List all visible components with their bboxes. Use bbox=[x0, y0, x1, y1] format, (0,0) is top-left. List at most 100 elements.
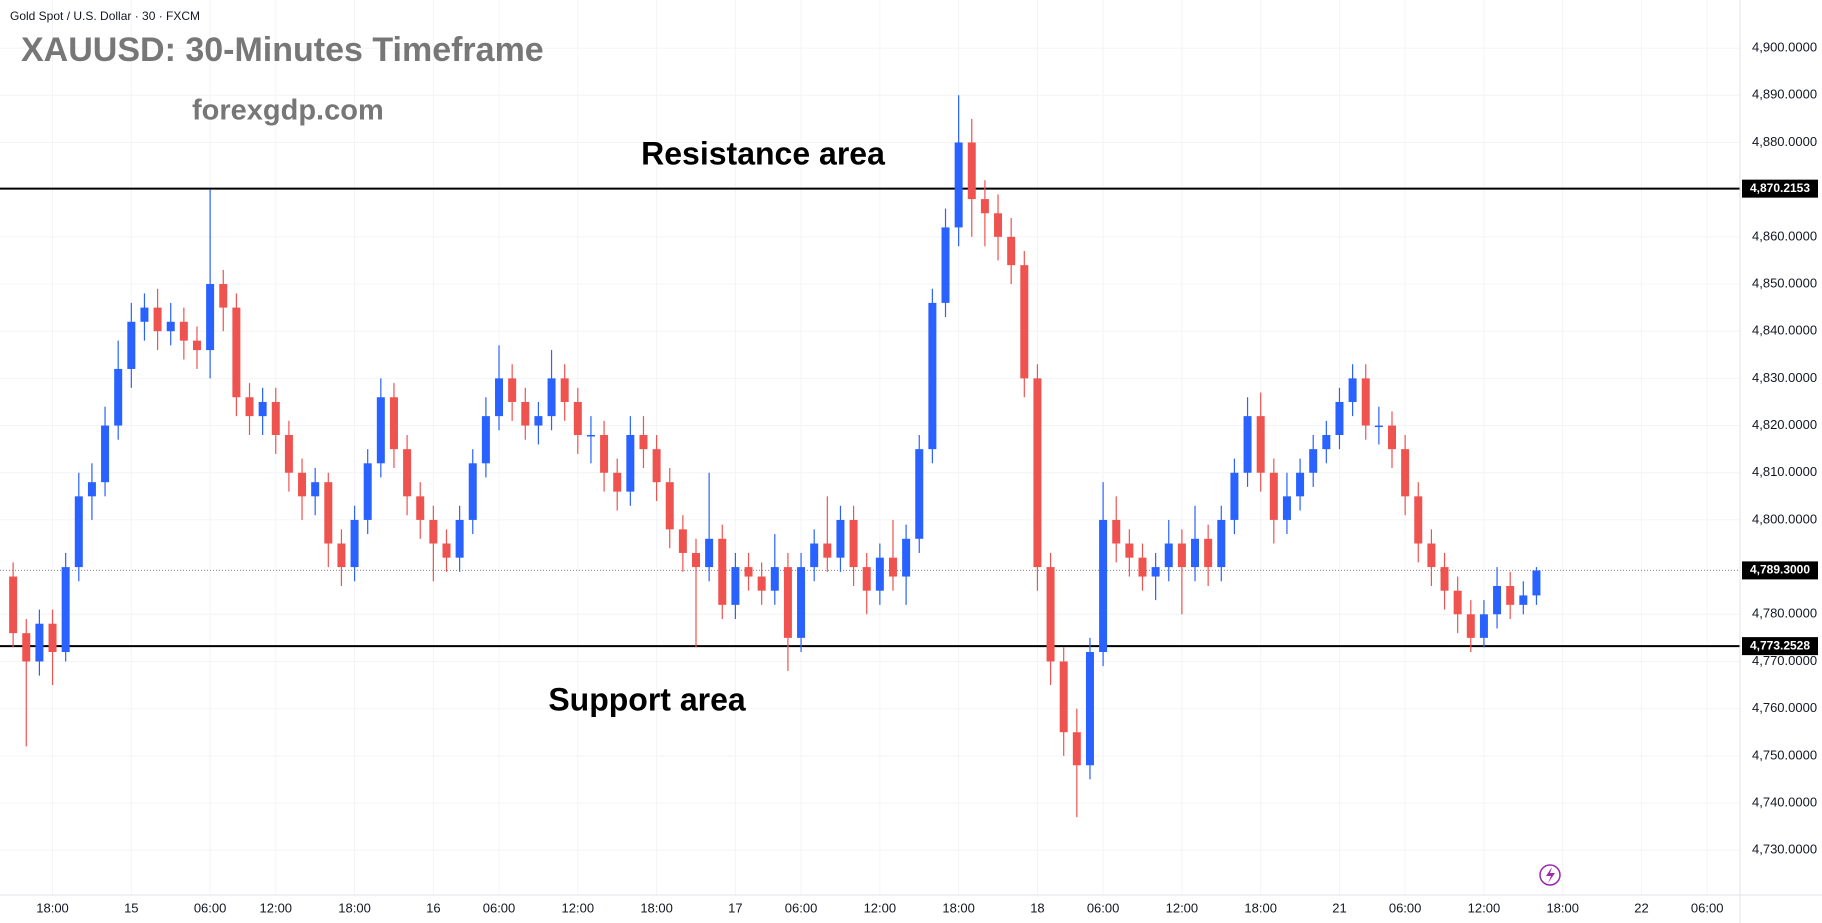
candle-body bbox=[245, 397, 254, 417]
candle bbox=[74, 472, 83, 582]
candle bbox=[1453, 576, 1462, 634]
candle bbox=[1466, 600, 1475, 653]
x-tick-label: 06:00 bbox=[194, 900, 227, 915]
candle-body bbox=[941, 227, 950, 303]
candle-body bbox=[875, 557, 884, 591]
candle bbox=[48, 609, 57, 686]
candle-body bbox=[429, 519, 438, 544]
candle bbox=[232, 293, 241, 417]
candle-body bbox=[823, 543, 832, 558]
candle bbox=[311, 468, 320, 516]
candle bbox=[101, 406, 110, 497]
candle bbox=[678, 515, 687, 572]
candle-body bbox=[232, 307, 241, 398]
lightning-icon[interactable] bbox=[1539, 864, 1561, 886]
candle bbox=[35, 609, 44, 676]
candle-body bbox=[967, 142, 976, 200]
candle bbox=[1440, 552, 1449, 610]
candle-body bbox=[468, 463, 477, 520]
candle-body bbox=[928, 302, 937, 450]
candle-body bbox=[849, 519, 858, 568]
candle bbox=[1112, 496, 1121, 563]
candle bbox=[258, 387, 267, 435]
candle-body bbox=[337, 543, 346, 568]
candle bbox=[284, 420, 293, 492]
candle bbox=[140, 293, 149, 341]
candle bbox=[1243, 397, 1252, 487]
candle bbox=[639, 416, 648, 469]
candle bbox=[1335, 387, 1344, 450]
x-tick-label: 18:00 bbox=[1244, 900, 1277, 915]
x-tick-label: 06:00 bbox=[1389, 900, 1422, 915]
candle-body bbox=[954, 142, 963, 228]
candle bbox=[1151, 552, 1160, 601]
candle bbox=[1361, 364, 1370, 440]
candle bbox=[573, 387, 582, 454]
candle-body bbox=[179, 321, 188, 341]
candle-body bbox=[1177, 543, 1186, 568]
icon-bolt bbox=[1546, 867, 1555, 883]
candle bbox=[403, 434, 412, 516]
candle-body bbox=[1204, 538, 1213, 568]
candle-body bbox=[455, 519, 464, 558]
candle bbox=[114, 340, 123, 440]
candle-body bbox=[127, 321, 136, 369]
candle-body bbox=[613, 472, 622, 492]
y-tick-label: 4,850.0000 bbox=[1752, 275, 1817, 290]
y-tick-label: 4,760.0000 bbox=[1752, 700, 1817, 715]
candle-body bbox=[1414, 496, 1423, 544]
x-tick-label: 12:00 bbox=[562, 900, 595, 915]
candle bbox=[810, 529, 819, 582]
candle bbox=[153, 288, 162, 351]
candle-body bbox=[481, 416, 490, 464]
candle bbox=[61, 552, 70, 662]
candle-body bbox=[1099, 519, 1108, 653]
y-tick-label: 4,730.0000 bbox=[1752, 842, 1817, 857]
candle bbox=[652, 434, 661, 502]
candle-body bbox=[600, 434, 609, 473]
candle bbox=[1414, 482, 1423, 563]
candle bbox=[862, 552, 871, 615]
candle-body bbox=[376, 397, 385, 464]
candle bbox=[350, 505, 359, 582]
candle bbox=[87, 463, 96, 520]
candle bbox=[219, 269, 228, 332]
candle-body bbox=[626, 434, 635, 492]
candle-body bbox=[705, 538, 714, 568]
candle-body bbox=[1085, 652, 1094, 766]
candle-body bbox=[114, 368, 123, 426]
header: Gold Spot / U.S. Dollar · 30 · FXCM bbox=[10, 9, 200, 23]
candle bbox=[481, 397, 490, 478]
candle bbox=[888, 519, 897, 591]
candle-body bbox=[1230, 472, 1239, 520]
candle bbox=[797, 552, 806, 653]
candle-body bbox=[22, 633, 31, 662]
candle-body bbox=[1138, 557, 1147, 577]
candle-body bbox=[1335, 401, 1344, 435]
candle-body bbox=[140, 307, 149, 322]
candle bbox=[1007, 217, 1016, 285]
candle-body bbox=[508, 378, 517, 402]
candle bbox=[206, 189, 215, 379]
candle bbox=[1177, 529, 1186, 615]
candle-body bbox=[692, 552, 700, 568]
candle-body bbox=[1243, 416, 1252, 473]
y-tick-label: 4,880.0000 bbox=[1752, 134, 1817, 149]
candle-body bbox=[1269, 472, 1278, 520]
candle bbox=[1506, 571, 1515, 619]
candle bbox=[613, 458, 622, 511]
candle-body bbox=[389, 397, 398, 450]
x-tick-label: 18:00 bbox=[338, 900, 371, 915]
candle bbox=[534, 401, 543, 445]
candle bbox=[665, 468, 674, 549]
candle-body bbox=[1217, 519, 1226, 568]
candle-body bbox=[166, 321, 175, 332]
chart-title: XAUUSD: 30-Minutes Timeframe bbox=[21, 31, 544, 69]
y-tick-label: 4,800.0000 bbox=[1752, 511, 1817, 526]
candle-body bbox=[403, 449, 412, 497]
candle bbox=[875, 543, 884, 605]
y-tick-label: 4,740.0000 bbox=[1752, 794, 1817, 809]
candle-body bbox=[1256, 416, 1265, 473]
candle-body bbox=[810, 543, 819, 568]
